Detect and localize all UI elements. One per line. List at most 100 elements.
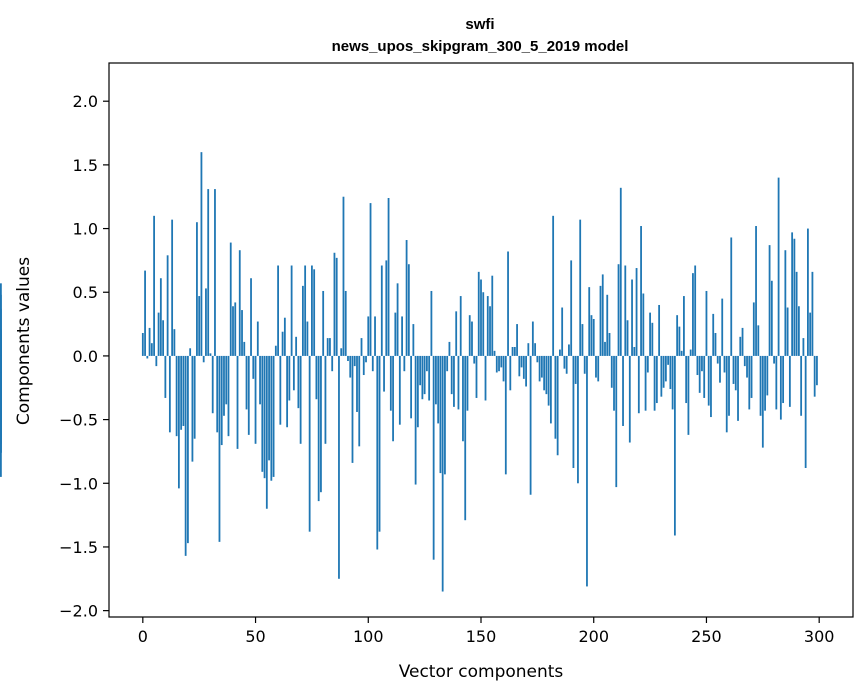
bar-39 bbox=[229, 242, 232, 356]
bar-56 bbox=[268, 355, 270, 461]
bar-276 bbox=[764, 355, 766, 411]
bar-137 bbox=[450, 355, 453, 395]
bar-111 bbox=[392, 355, 394, 442]
bar-201 bbox=[595, 355, 597, 378]
bar-35 bbox=[220, 355, 223, 446]
bar-74 bbox=[308, 355, 311, 532]
bar-29 bbox=[207, 189, 210, 356]
bar-57 bbox=[270, 355, 273, 481]
bar-24 bbox=[196, 222, 198, 356]
bar-236 bbox=[673, 355, 676, 536]
bar-108 bbox=[385, 260, 388, 356]
bar-67 bbox=[292, 355, 295, 391]
bar-252 bbox=[710, 355, 712, 418]
bar-186 bbox=[561, 307, 564, 356]
bar-72 bbox=[304, 265, 307, 356]
bars-group bbox=[0, 152, 818, 592]
bar-160 bbox=[502, 355, 505, 382]
bar-164 bbox=[511, 347, 514, 356]
bar-96 bbox=[358, 355, 361, 447]
bar-199 bbox=[590, 315, 593, 356]
bar-40 bbox=[232, 306, 234, 356]
bar-254 bbox=[714, 333, 717, 356]
bar-0 bbox=[141, 333, 144, 356]
bar-14 bbox=[173, 329, 176, 356]
bar-198 bbox=[588, 287, 591, 356]
bar-290 bbox=[795, 271, 798, 356]
bar-179 bbox=[545, 355, 548, 395]
bar-222 bbox=[642, 293, 645, 356]
bar-118 bbox=[407, 264, 410, 356]
bar-207 bbox=[608, 333, 611, 356]
bar-6 bbox=[155, 355, 158, 367]
bar-139 bbox=[455, 311, 458, 356]
bar-92 bbox=[349, 355, 352, 378]
bar-295 bbox=[807, 228, 809, 356]
bar-66 bbox=[290, 265, 293, 356]
bar-129 bbox=[432, 355, 435, 560]
bar-235 bbox=[671, 355, 674, 410]
bar-263 bbox=[734, 355, 737, 391]
bar-90 bbox=[344, 290, 347, 356]
bar-168 bbox=[520, 355, 523, 368]
bar-75 bbox=[311, 265, 313, 356]
bar-274 bbox=[759, 355, 762, 416]
bar-243 bbox=[689, 349, 692, 356]
bar-113 bbox=[396, 283, 399, 356]
bar-42 bbox=[236, 355, 239, 449]
bar-48 bbox=[250, 278, 252, 356]
bar-162 bbox=[507, 251, 509, 356]
bar-253 bbox=[712, 313, 715, 356]
bar-190 bbox=[570, 260, 573, 356]
bar-273 bbox=[757, 325, 760, 356]
bar-79 bbox=[320, 355, 322, 493]
bar-229 bbox=[658, 304, 661, 356]
bar-244 bbox=[692, 273, 694, 356]
bar-238 bbox=[678, 326, 681, 356]
y-tick-label: 1.5 bbox=[73, 156, 98, 175]
bar-248 bbox=[701, 355, 703, 372]
bar-191 bbox=[572, 355, 575, 468]
bar-7 bbox=[157, 312, 160, 356]
y-tick-label: 0.0 bbox=[73, 347, 98, 366]
bar-183 bbox=[554, 355, 557, 439]
x-tick-label: 100 bbox=[353, 627, 384, 646]
bar-203 bbox=[599, 285, 602, 356]
bar-280 bbox=[773, 355, 775, 364]
chart-title: swfi bbox=[465, 16, 494, 33]
bar-204 bbox=[601, 274, 604, 356]
bar-81 bbox=[324, 355, 327, 444]
bar-28 bbox=[205, 288, 207, 356]
bar-73 bbox=[306, 321, 309, 356]
bar-182 bbox=[552, 215, 555, 356]
bar-195 bbox=[581, 324, 584, 356]
bar-23 bbox=[193, 355, 196, 439]
bar-163 bbox=[509, 355, 512, 391]
bar-289 bbox=[793, 238, 796, 356]
bar-202 bbox=[597, 355, 600, 382]
bar-249 bbox=[703, 355, 706, 398]
bar-268 bbox=[746, 355, 748, 378]
bar-234 bbox=[669, 355, 672, 390]
bar-153 bbox=[486, 296, 489, 356]
bar-286 bbox=[786, 307, 789, 356]
bar-78 bbox=[317, 355, 320, 502]
bar-130 bbox=[435, 355, 437, 405]
bar-93 bbox=[351, 355, 354, 463]
bar-176 bbox=[538, 355, 541, 382]
bar-120 bbox=[412, 324, 415, 356]
bar-145 bbox=[468, 315, 471, 356]
bar-134 bbox=[444, 355, 446, 475]
bar-206 bbox=[606, 294, 609, 356]
bar-196 bbox=[583, 355, 586, 374]
bar-105 bbox=[378, 355, 381, 532]
bar-250 bbox=[705, 290, 708, 356]
bar-285 bbox=[784, 250, 787, 356]
bar-70 bbox=[299, 355, 302, 444]
bar-12 bbox=[168, 355, 171, 433]
bar-213 bbox=[622, 355, 624, 426]
bar-119 bbox=[410, 355, 413, 419]
bar-256 bbox=[719, 355, 721, 383]
bar-284 bbox=[782, 355, 785, 404]
bar-282 bbox=[777, 177, 780, 356]
